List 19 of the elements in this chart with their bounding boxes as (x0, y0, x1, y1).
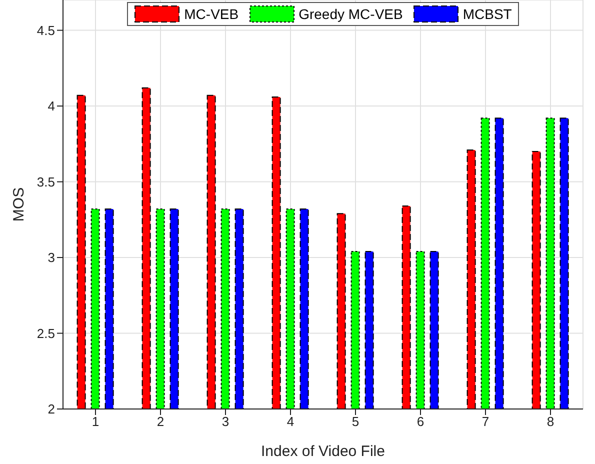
x-tick-label: 8 (546, 414, 554, 430)
legend-label: MC-VEB (184, 6, 239, 22)
x-tick-label: 4 (286, 414, 294, 430)
y-axis-title: MOS (10, 187, 28, 222)
y-tick-label: 4 (48, 98, 55, 114)
legend-label: Greedy MC-VEB (298, 6, 403, 22)
y-tick-label: 2 (48, 402, 55, 417)
legend-label: MCBST (462, 6, 512, 22)
y-tick-label: 2.5 (36, 326, 55, 341)
x-tick-label: 6 (416, 414, 424, 430)
x-axis-title: Index of Video File (261, 443, 385, 460)
y-tick-label: 3 (48, 250, 55, 266)
y-tick-label: 4.5 (36, 22, 55, 38)
x-tick-label: 7 (482, 414, 490, 430)
y-tick-label: 3.5 (36, 174, 55, 190)
x-tick-label: 2 (156, 414, 164, 430)
x-tick-label: 1 (92, 414, 100, 430)
x-tick-label: 3 (222, 414, 230, 430)
x-tick-label: 5 (352, 414, 360, 430)
